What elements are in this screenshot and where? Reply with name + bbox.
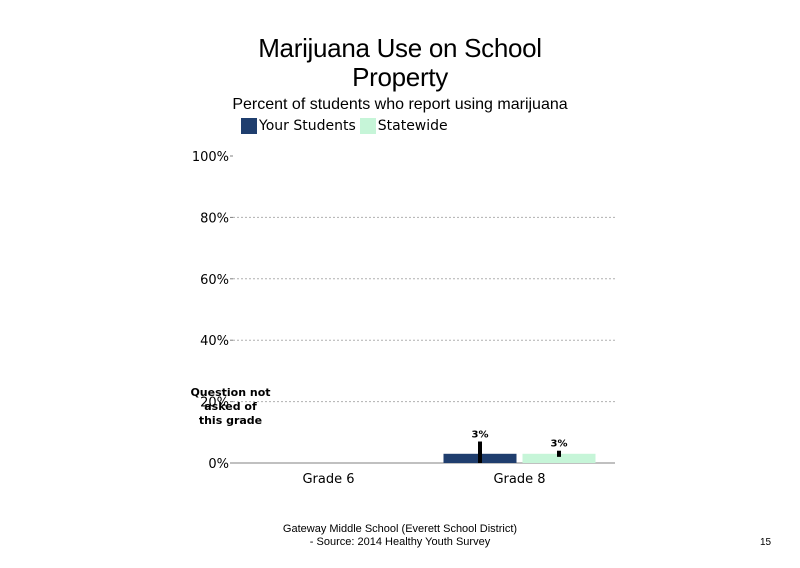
annotation-text: Question not <box>190 386 270 399</box>
y-tick-label: 20% <box>200 396 229 411</box>
footer-line-1: Gateway Middle School (Everett School Di… <box>282 523 518 535</box>
chart-subtitle: Percent of students who report using mar… <box>232 96 568 113</box>
y-tick-label: 0% <box>208 457 229 472</box>
legend-swatch-your-students <box>241 118 257 134</box>
page-number: 15 <box>760 537 772 548</box>
error-bar <box>478 441 482 463</box>
bar <box>522 453 596 463</box>
x-category-label: Grade 8 <box>493 472 545 487</box>
error-bar <box>557 450 561 457</box>
y-tick-label: 80% <box>200 211 229 226</box>
chart-legend: Your Students Statewide <box>241 118 452 134</box>
legend-label-your-students: Your Students <box>259 118 356 134</box>
legend-item-statewide: Statewide <box>359 118 448 134</box>
legend-label-statewide: Statewide <box>377 118 448 134</box>
chart-title: Marijuana Use on School Property <box>200 34 600 92</box>
annotation-text: asked of <box>204 400 257 413</box>
y-tick-label: 100% <box>192 150 229 165</box>
data-label: 3% <box>472 430 489 441</box>
chart-title-line-2: Property <box>352 62 448 92</box>
chart-title-line-1: Marijuana Use on School <box>258 33 542 63</box>
x-category-label: Grade 6 <box>302 472 354 487</box>
annotation-text: this grade <box>199 414 262 427</box>
legend-swatch-statewide <box>359 118 376 134</box>
legend-item-your-students: Your Students <box>241 118 356 134</box>
data-label: 3% <box>551 439 568 450</box>
footer-line-2: - Source: 2014 Healthy Youth Survey <box>309 536 491 548</box>
y-tick-label: 40% <box>200 334 229 349</box>
y-tick-label: 60% <box>200 273 229 288</box>
footer-source: Gateway Middle School (Everett School Di… <box>200 523 600 549</box>
